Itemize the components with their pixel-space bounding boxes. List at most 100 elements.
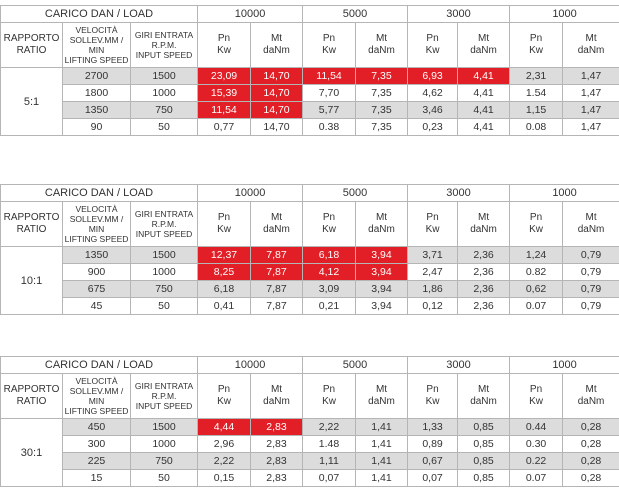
value-cell: 0.07 (509, 469, 564, 487)
pn-header: Pn Kw (407, 373, 459, 419)
ratio-header: RAPPORTO RATIO (0, 201, 63, 247)
mt-header: Mt daNm (457, 22, 511, 68)
pn-header: Pn Kw (302, 201, 357, 247)
value-cell: 6,18 (302, 246, 357, 264)
value-cell: 7,87 (250, 246, 304, 264)
value-cell: 15,39 (197, 84, 252, 102)
value-cell: 900 (62, 263, 131, 281)
value-cell: 2,36 (457, 280, 511, 298)
value-cell: 450 (62, 418, 131, 436)
value-cell: 1,47 (562, 84, 619, 102)
value-cell: 4,41 (457, 67, 511, 85)
value-cell: 1,41 (355, 435, 409, 453)
value-cell: 0,41 (197, 297, 252, 315)
value-cell: 45 (62, 297, 131, 315)
value-cell: 0,07 (302, 469, 357, 487)
value-cell: 4,41 (457, 84, 511, 102)
value-cell: 750 (129, 101, 199, 119)
value-cell: 3,09 (302, 280, 357, 298)
subheader-row: RAPPORTO RATIO VELOCITÀ SOLLEV.MM / MIN L… (0, 373, 619, 419)
mt-header: Mt daNm (457, 373, 511, 419)
load-value: 10000 (197, 5, 304, 23)
value-cell: 4,12 (302, 263, 357, 281)
load-value: 10000 (197, 356, 304, 374)
load-value: 1000 (509, 356, 619, 374)
value-cell: 1,41 (355, 469, 409, 487)
speed-header: VELOCITÀ SOLLEV.MM / MIN LIFTING SPEED (62, 22, 131, 68)
value-cell: 1000 (129, 263, 199, 281)
value-cell: 0,79 (562, 263, 619, 281)
load-value: 5000 (302, 5, 409, 23)
value-cell: 1,41 (355, 452, 409, 470)
data-row: 5:1 2700 1500 23,09 14,70 11,54 7,35 6,93 4,41 2,… (0, 67, 619, 136)
value-cell: 1,11 (302, 452, 357, 470)
value-cell: 0,85 (457, 469, 511, 487)
load-value: 1000 (509, 5, 619, 23)
pn-header: Pn Kw (302, 373, 357, 419)
value-cell: 1,47 (562, 67, 619, 85)
value-cell: 0.08 (509, 118, 564, 136)
data-table: CARICO DAN / LOAD 10000 5000 3000 1000 RAPPOR… (0, 356, 619, 487)
value-cell: 3,94 (355, 297, 409, 315)
header-row: CARICO DAN / LOAD 10000 5000 3000 1000 (0, 356, 619, 374)
value-cell: 0,12 (407, 297, 459, 315)
ratio-header: RAPPORTO RATIO (0, 22, 63, 68)
data-row: 900 1000 8,25 7,87 4,12 3,94 2,47 2,36 0.82 0,79 (1, 263, 619, 281)
ratio-header: RAPPORTO RATIO (0, 373, 63, 419)
value-cell: 0.44 (509, 418, 564, 436)
value-cell: 2,36 (457, 246, 511, 264)
value-cell: 0,85 (457, 452, 511, 470)
value-cell: 14,70 (250, 84, 304, 102)
value-cell: 0,07 (407, 469, 459, 487)
value-cell: 0,15 (197, 469, 252, 487)
pn-header: Pn Kw (302, 22, 357, 68)
value-cell: 2700 (62, 67, 131, 85)
value-cell: 7,35 (355, 67, 409, 85)
value-cell: 4,41 (457, 118, 511, 136)
value-cell: 3,94 (355, 246, 409, 264)
value-cell: 2,47 (407, 263, 459, 281)
value-cell: 300 (62, 435, 131, 453)
value-cell: 3,46 (407, 101, 459, 119)
value-cell: 7,70 (302, 84, 357, 102)
value-cell: 7,35 (355, 101, 409, 119)
subheader-row: RAPPORTO RATIO VELOCITÀ SOLLEV.MM / MIN L… (0, 201, 619, 247)
data-row: 225 750 2,22 2,83 1,11 1,41 0,67 0,85 0.22 0,28 (1, 452, 619, 470)
value-cell: 1,47 (562, 101, 619, 119)
value-cell: 0,28 (562, 469, 619, 487)
value-cell: 1350 (62, 246, 131, 264)
value-cell: 0,89 (407, 435, 459, 453)
value-cell: 0.07 (509, 297, 564, 315)
mt-header: Mt daNm (562, 22, 619, 68)
value-cell: 3,94 (355, 280, 409, 298)
load-header: CARICO DAN / LOAD (0, 184, 199, 202)
value-cell: 4,62 (407, 84, 459, 102)
data-row: 675 750 6,18 7,87 3,09 3,94 1,86 2,36 0,62 0,79 (1, 280, 619, 298)
value-cell: 2,31 (509, 67, 564, 85)
value-cell: 675 (62, 280, 131, 298)
value-cell: 2,83 (250, 469, 304, 487)
data-row: 300 1000 2,96 2,83 1.48 1,41 0,89 0,85 0.30 0,28 (1, 435, 619, 453)
value-cell: 2,96 (197, 435, 252, 453)
load-value: 3000 (407, 5, 511, 23)
mt-header: Mt daNm (355, 373, 409, 419)
value-cell: 4,41 (457, 101, 511, 119)
data-row: 1350 750 11,54 14,70 5,77 7,35 3,46 4,41 1,15 1,4… (1, 101, 619, 119)
value-cell: 0.38 (302, 118, 357, 136)
value-cell: 1.54 (509, 84, 564, 102)
value-cell: 0.82 (509, 263, 564, 281)
value-cell: 12,37 (197, 246, 252, 264)
value-cell: 0,67 (407, 452, 459, 470)
value-cell: 50 (129, 297, 199, 315)
value-cell: 1800 (62, 84, 131, 102)
value-cell: 0,77 (197, 118, 252, 136)
value-cell: 8,25 (197, 263, 252, 281)
value-cell: 1500 (129, 67, 199, 85)
speed-header: VELOCITÀ SOLLEV.MM / MIN LIFTING SPEED (62, 373, 131, 419)
pn-header: Pn Kw (509, 22, 564, 68)
load-value: 3000 (407, 356, 511, 374)
value-cell: 4,44 (197, 418, 252, 436)
pn-header: Pn Kw (407, 201, 459, 247)
value-cell: 2,36 (457, 297, 511, 315)
